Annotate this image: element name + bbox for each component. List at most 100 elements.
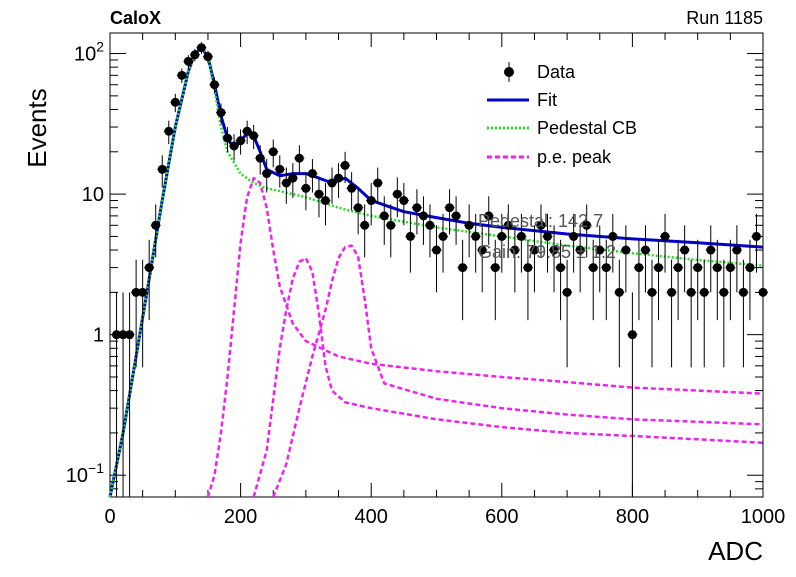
data-marker [556,263,566,273]
data-point [444,189,455,235]
data-marker [549,245,559,255]
data-point [555,239,566,321]
data-marker [151,220,161,230]
pe-peak-curve [272,244,764,498]
data-marker [360,220,370,230]
data-point [340,151,351,183]
data-point [307,159,318,193]
x-tick-label: 600 [485,506,518,528]
data-marker [699,287,709,297]
data-point [411,189,422,235]
data-marker [307,169,317,179]
data-marker [725,263,735,273]
data-marker [399,196,409,206]
x-tick-label: 200 [224,506,257,528]
data-marker [353,203,363,213]
data-point [346,172,357,211]
data-marker [516,231,526,241]
data-marker [601,263,611,273]
data-marker [543,231,553,241]
data-point [640,225,651,293]
data-point [718,259,729,368]
data-point [705,225,716,293]
data-point [601,239,612,321]
data-point [738,259,749,368]
data-marker [379,211,389,221]
data-marker [164,126,174,136]
data-marker [327,178,337,188]
data-marker [301,183,311,193]
data-point [333,163,344,198]
data-marker [575,245,585,255]
data-marker [582,220,592,230]
data-point [614,259,625,368]
data-point [451,196,462,245]
data-marker [392,189,402,199]
data-point [170,93,181,113]
data-point [261,159,272,193]
data-point [274,155,285,188]
data-marker [405,231,415,241]
data-marker [732,245,742,255]
data-marker [484,211,494,221]
data-point [562,259,573,368]
data-marker [614,287,624,297]
data-marker [320,196,330,206]
data-marker [510,245,520,255]
data-marker [680,245,690,255]
data-point [255,145,266,175]
data-marker [386,220,396,230]
data-point [131,259,142,368]
data-marker [640,245,650,255]
data-marker [131,287,141,297]
data-point [712,239,723,321]
legend: Data Fit Pedestal CB p.e. peak [487,62,637,167]
data-marker [497,231,507,241]
data-point [268,139,279,168]
data-point [529,225,540,293]
data-point [758,259,768,368]
data-marker [412,203,422,213]
data-point [516,213,527,273]
x-tick-label: 0 [104,506,115,528]
y-tick-label: 102 [74,39,104,66]
data-marker [751,231,761,241]
data-point [686,259,697,368]
data-point [281,167,292,204]
data-point [692,239,703,321]
pe-peak-curve [206,176,764,498]
data-point [660,213,671,273]
data-marker [229,141,239,151]
pedestal-curve [108,46,764,498]
data-marker [445,203,455,213]
data-marker [634,263,644,273]
data-point [124,292,135,497]
data-marker [118,330,128,340]
data-marker [255,153,265,163]
data-marker [569,231,579,241]
data-point [372,167,383,204]
data-point [581,204,592,258]
gain-fit-text: Gain: 79.85 ± 1.2 [478,242,616,262]
data-point [242,120,253,145]
data-point [653,239,664,321]
legend-pe-label: p.e. peak [537,147,612,167]
data-point [353,189,364,235]
data-marker [373,178,383,188]
data-marker [686,287,696,297]
data-marker [334,173,344,183]
data-point [509,225,520,293]
y-axis-title: Events [22,88,52,168]
data-point [137,259,148,368]
data-point [287,163,298,198]
data-point [725,239,736,321]
data-point [699,259,710,368]
data-point [222,127,233,152]
data-marker [294,153,304,163]
data-marker [451,211,461,221]
data-marker [347,183,357,193]
legend-pedestal: Pedestal CB [487,118,637,138]
legend-fit: Fit [487,90,557,110]
data-marker [471,231,481,241]
data-point [313,177,324,218]
